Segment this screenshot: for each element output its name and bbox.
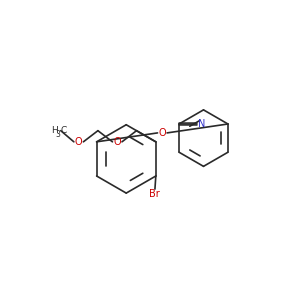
Text: Br: Br [149,189,160,199]
Text: O: O [113,137,121,147]
Text: N: N [198,119,206,129]
Text: O: O [75,137,83,147]
Text: O: O [158,128,166,138]
Text: 3: 3 [56,130,60,139]
Text: C: C [61,126,67,135]
Text: H: H [51,126,58,135]
